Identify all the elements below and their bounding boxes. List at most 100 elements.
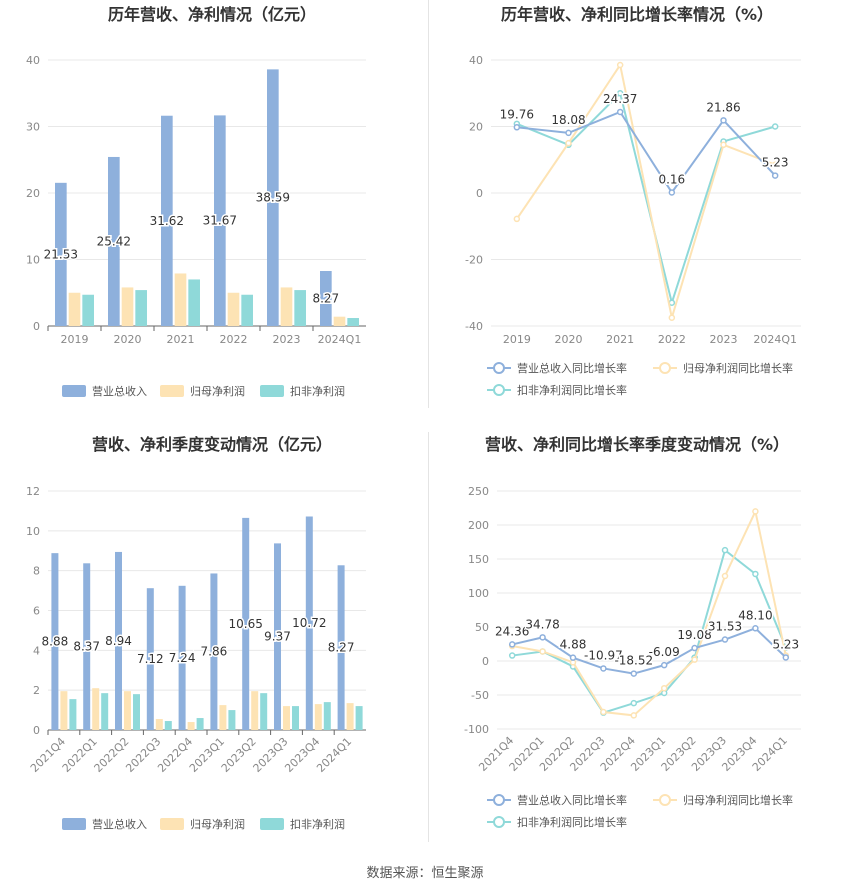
bar-revenue [108, 156, 120, 326]
legend-marker [659, 794, 671, 806]
data-label: 31.67 [203, 214, 237, 228]
x-tick-label: 2024Q1 [753, 333, 797, 346]
y-tick-label: 0 [33, 320, 40, 333]
series-line-deducted-profit [516, 91, 776, 307]
chart-quarterly-growth-rate: 营收、净利同比增长率季度变动情况（%） -100 -50 0 50 100 150 200 25… [425, 430, 850, 860]
series-point [668, 189, 676, 196]
series-point [508, 641, 516, 648]
legend-swatch [62, 818, 86, 830]
series-point [691, 644, 698, 652]
legend-swatch [160, 818, 184, 830]
bar-revenue [210, 573, 218, 730]
bar-net-profit [219, 705, 227, 730]
y-tick-label: -50 [471, 689, 489, 702]
legend-label: 归母净利润 [190, 384, 245, 398]
legend-swatch [260, 818, 284, 830]
legend-label: 扣非净利润同比增长率 [517, 383, 627, 397]
data-label: 24.37 [603, 92, 637, 106]
legend-marker [493, 384, 505, 396]
series-point [600, 708, 607, 716]
y-tick-label: 40 [469, 54, 483, 67]
bar-deducted-profit [260, 693, 268, 730]
x-tick-label: 2019 [503, 333, 531, 346]
y-tick-label: 20 [469, 121, 483, 134]
legend-label: 营业总收入同比增长率 [517, 361, 627, 375]
series-point [565, 139, 572, 147]
x-tick-label: 2022 [220, 333, 248, 346]
bar-deducted-profit [82, 294, 94, 326]
bar-revenue [115, 551, 123, 730]
data-label: 5.23 [762, 156, 789, 170]
bar-net-profit [227, 292, 240, 326]
series-point [721, 636, 729, 643]
series-line-deducted-profit [512, 548, 787, 714]
bar-deducted-profit [347, 318, 359, 326]
series-point [771, 123, 779, 130]
panel-divider [428, 432, 429, 842]
bar-net-profit [280, 287, 293, 326]
chart-quarterly-revenue-profit: 营收、净利季度变动情况（亿元） 0 2 4 6 8 10 12 2021Q4 2022Q1 2022… [0, 430, 425, 860]
y-tick-label: 250 [468, 485, 489, 498]
legend-swatch [160, 385, 184, 397]
chart-annual-growth-rate: 历年营收、净利同比增长率情况（%） -40 -20 0 20 40 2019 2020 2021… [425, 0, 850, 420]
data-label: 21.53 [44, 247, 78, 261]
bar-deducted-profit [135, 290, 147, 326]
data-label: 7.24 [169, 651, 196, 665]
y-tick-label: 4 [33, 644, 40, 657]
bar-revenue [83, 563, 91, 730]
bar-net-profit [251, 691, 259, 730]
y-tick-label: 30 [26, 121, 40, 134]
bar-net-profit [68, 292, 81, 326]
data-label: -10.97 [584, 648, 623, 662]
series-point [539, 634, 546, 641]
quarterly-line-chart-svg: 营收、净利同比增长率季度变动情况（%） -100 -50 0 50 100 150 200 25… [464, 435, 801, 829]
x-tick-label: 2020 [114, 333, 142, 346]
bar-revenue [51, 553, 59, 730]
data-label: 8.94 [105, 634, 132, 648]
chart-title: 营收、净利季度变动情况（亿元） [92, 435, 332, 454]
data-label: 7.12 [137, 652, 164, 666]
chart-title: 历年营收、净利情况（亿元） [108, 5, 316, 24]
series-point [630, 699, 638, 707]
chart-title: 营收、净利同比增长率季度变动情况（%） [485, 435, 789, 454]
data-label: 31.53 [708, 620, 742, 634]
series-point [771, 172, 779, 179]
bar-deducted-profit [323, 702, 331, 730]
series-point [782, 654, 790, 661]
data-label: 5.23 [772, 637, 799, 651]
series-point [752, 508, 759, 515]
data-label: 38.59 [256, 191, 290, 205]
series-point [630, 670, 638, 677]
series-point [630, 712, 638, 719]
y-tick-label: -40 [465, 320, 483, 333]
legend-label: 扣非净利润 [290, 384, 345, 398]
bar-revenue [55, 182, 67, 326]
legend-label: 归母净利润同比增长率 [683, 793, 793, 807]
x-tick-label: 2024Q1 [318, 333, 362, 346]
series-point [721, 546, 729, 554]
bar-deducted-profit [355, 706, 363, 730]
series-line-revenue [511, 627, 787, 675]
bar-net-profit [124, 691, 131, 730]
series-point [752, 570, 759, 578]
data-label: 18.08 [551, 113, 585, 127]
bar-deducted-profit [294, 290, 306, 326]
data-label: 9.37 [264, 630, 291, 644]
bar-revenue [267, 69, 279, 327]
y-tick-label: 150 [468, 553, 489, 566]
bar-deducted-profit [228, 710, 236, 730]
y-tick-label: 20 [26, 187, 40, 200]
y-tick-label: 0 [33, 724, 40, 737]
x-tick-label: 2024Q1 [314, 735, 354, 775]
y-tick-label: 2 [33, 684, 40, 697]
annual-line-chart-svg: 历年营收、净利同比增长率情况（%） -40 -20 0 20 40 2019 2020 2021… [465, 5, 801, 397]
data-label: 31.62 [150, 214, 184, 228]
data-label: 19.08 [677, 628, 711, 642]
series-point [513, 215, 521, 223]
legend-swatch [260, 385, 284, 397]
bar-net-profit [187, 722, 195, 730]
series-point [600, 665, 607, 672]
y-tick-label: 12 [26, 485, 40, 498]
bar-net-profit [121, 287, 134, 326]
y-tick-label: 40 [26, 54, 40, 67]
